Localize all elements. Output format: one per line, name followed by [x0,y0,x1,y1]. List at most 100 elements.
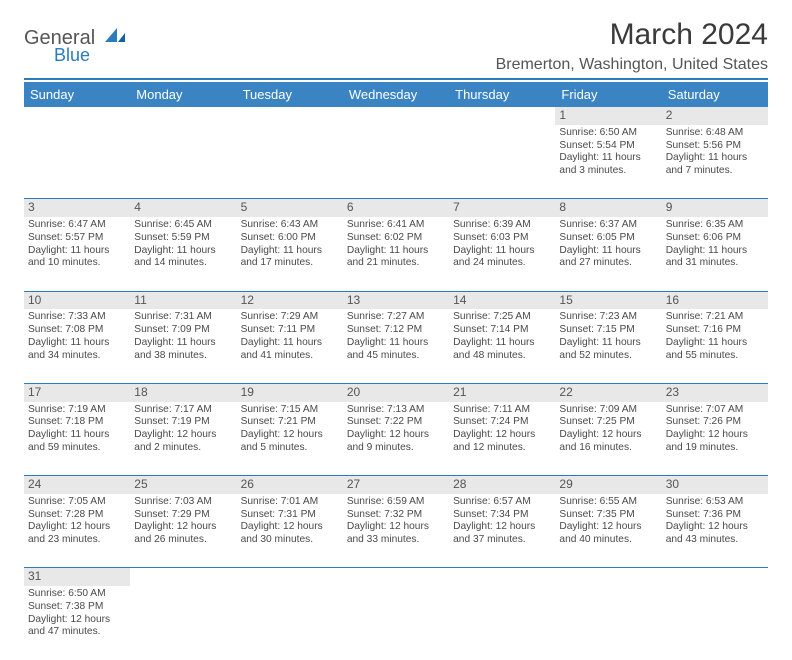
day-number: 11 [134,293,146,307]
daylight-text-2: and 47 minutes. [28,626,126,639]
daylight-text-1: Daylight: 11 hours [241,245,339,258]
daylight-text-2: and 26 minutes. [134,534,232,547]
day-number: 23 [666,385,679,399]
daylight-text-1: Daylight: 12 hours [241,521,339,534]
daylight-text-2: and 34 minutes. [28,350,126,363]
daylight-text-1: Daylight: 11 hours [666,152,764,165]
sunset-text: Sunset: 7:28 PM [28,509,126,522]
daylight-text-2: and 7 minutes. [666,165,764,178]
daylight-text-1: Daylight: 11 hours [559,337,657,350]
sunset-text: Sunset: 7:14 PM [453,324,551,337]
day-cell: Sunrise: 7:01 AMSunset: 7:31 PMDaylight:… [237,494,343,568]
daylight-text-2: and 14 minutes. [134,257,232,270]
day-number-cell: 8 [555,199,661,217]
daylight-text-2: and 43 minutes. [666,534,764,547]
day-cell: Sunrise: 6:59 AMSunset: 7:32 PMDaylight:… [343,494,449,568]
day-number: 7 [453,200,460,214]
daylight-text-2: and 38 minutes. [134,350,232,363]
daylight-text-1: Daylight: 11 hours [559,152,657,165]
day-cell: Sunrise: 6:48 AMSunset: 5:56 PMDaylight:… [662,125,768,199]
daylight-text-1: Daylight: 12 hours [347,429,445,442]
day-number-cell: 20 [343,383,449,401]
day-number: 19 [241,385,254,399]
daylight-text-2: and 16 minutes. [559,442,657,455]
day-number: 5 [241,200,248,214]
sunrise-text: Sunrise: 7:03 AM [134,496,232,509]
sunset-text: Sunset: 7:12 PM [347,324,445,337]
day-cell: Sunrise: 7:15 AMSunset: 7:21 PMDaylight:… [237,402,343,476]
day-number-cell: 11 [130,291,236,309]
day-number-cell: 1 [555,107,661,125]
sunrise-text: Sunrise: 6:48 AM [666,127,764,140]
daylight-text-1: Daylight: 11 hours [134,337,232,350]
day-number-cell: 30 [662,476,768,494]
sunset-text: Sunset: 7:25 PM [559,416,657,429]
day-number-cell: 18 [130,383,236,401]
daylight-text-2: and 40 minutes. [559,534,657,547]
day-number: 13 [347,293,360,307]
weekday-header: Sunday [24,82,130,107]
day-cell: Sunrise: 7:07 AMSunset: 7:26 PMDaylight:… [662,402,768,476]
daylight-text-1: Daylight: 12 hours [559,429,657,442]
sunrise-text: Sunrise: 6:35 AM [666,219,764,232]
day-cell: Sunrise: 7:03 AMSunset: 7:29 PMDaylight:… [130,494,236,568]
sunrise-text: Sunrise: 7:01 AM [241,496,339,509]
day-number: 17 [28,385,41,399]
day-number-cell: 14 [449,291,555,309]
day-number: 22 [559,385,572,399]
sunset-text: Sunset: 7:24 PM [453,416,551,429]
sunrise-text: Sunrise: 7:09 AM [559,404,657,417]
sunrise-text: Sunrise: 6:45 AM [134,219,232,232]
sunset-text: Sunset: 5:57 PM [28,232,126,245]
day-number-cell: 23 [662,383,768,401]
daylight-text-2: and 41 minutes. [241,350,339,363]
day-number-cell: 10 [24,291,130,309]
daylight-text-1: Daylight: 11 hours [347,337,445,350]
day-number-cell: 17 [24,383,130,401]
day-number-cell: 16 [662,291,768,309]
sunset-text: Sunset: 7:21 PM [241,416,339,429]
sunset-text: Sunset: 6:02 PM [347,232,445,245]
sunrise-text: Sunrise: 7:05 AM [28,496,126,509]
day-cell: Sunrise: 7:29 AMSunset: 7:11 PMDaylight:… [237,309,343,383]
day-cell: Sunrise: 6:45 AMSunset: 5:59 PMDaylight:… [130,217,236,291]
daylight-text-1: Daylight: 11 hours [28,245,126,258]
day-number: 14 [453,293,466,307]
daylight-text-1: Daylight: 11 hours [559,245,657,258]
day-number: 27 [347,477,360,491]
day-number: 3 [28,200,35,214]
weekday-header: Saturday [662,82,768,107]
day-cell: Sunrise: 6:50 AMSunset: 7:38 PMDaylight:… [24,586,130,660]
day-cell: Sunrise: 6:50 AMSunset: 5:54 PMDaylight:… [555,125,661,199]
sunset-text: Sunset: 7:09 PM [134,324,232,337]
daylight-text-1: Daylight: 12 hours [134,429,232,442]
day-cell: Sunrise: 6:39 AMSunset: 6:03 PMDaylight:… [449,217,555,291]
daylight-text-2: and 27 minutes. [559,257,657,270]
daylight-text-1: Daylight: 11 hours [666,245,764,258]
sunrise-text: Sunrise: 7:27 AM [347,311,445,324]
sunrise-text: Sunrise: 6:37 AM [559,219,657,232]
sunset-text: Sunset: 5:54 PM [559,140,657,153]
day-number-cell: 9 [662,199,768,217]
day-number: 25 [134,477,147,491]
day-cell: Sunrise: 6:47 AMSunset: 5:57 PMDaylight:… [24,217,130,291]
daylight-text-1: Daylight: 11 hours [453,337,551,350]
sunrise-text: Sunrise: 6:50 AM [559,127,657,140]
sunrise-text: Sunrise: 7:25 AM [453,311,551,324]
day-cell: Sunrise: 7:31 AMSunset: 7:09 PMDaylight:… [130,309,236,383]
daylight-text-1: Daylight: 12 hours [347,521,445,534]
daylight-text-2: and 10 minutes. [28,257,126,270]
daylight-text-1: Daylight: 12 hours [559,521,657,534]
sunset-text: Sunset: 6:03 PM [453,232,551,245]
day-number: 30 [666,477,679,491]
day-number: 16 [666,293,679,307]
daylight-text-1: Daylight: 11 hours [28,337,126,350]
day-cell: Sunrise: 7:11 AMSunset: 7:24 PMDaylight:… [449,402,555,476]
sunset-text: Sunset: 7:32 PM [347,509,445,522]
daylight-text-1: Daylight: 12 hours [666,429,764,442]
daylight-text-1: Daylight: 12 hours [28,614,126,627]
daylight-text-1: Daylight: 12 hours [666,521,764,534]
sunset-text: Sunset: 7:15 PM [559,324,657,337]
day-number-cell: 21 [449,383,555,401]
daylight-text-1: Daylight: 12 hours [134,521,232,534]
